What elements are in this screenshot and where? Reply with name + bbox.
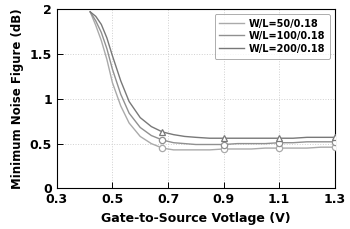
- W/L=100/0.18: [194, 143, 198, 146]
- W/L=50/0.18: [305, 147, 309, 150]
- W/L=100/0.18: [88, 11, 92, 13]
- W/L=100/0.18: [236, 142, 240, 145]
- W/L=100/0.18: [172, 141, 176, 144]
- W/L=200/0.18: [172, 133, 176, 136]
- W/L=100/0.18: [138, 126, 142, 129]
- W/L=200/0.18: [149, 125, 153, 128]
- W/L=200/0.18: [119, 79, 123, 82]
- W/L=50/0.18: [277, 147, 281, 150]
- W/L=50/0.18: [291, 147, 295, 150]
- W/L=100/0.18: [183, 142, 187, 145]
- W/L=100/0.18: [94, 19, 98, 22]
- W/L=200/0.18: [127, 100, 131, 103]
- W/L=200/0.18: [99, 23, 103, 26]
- W/L=100/0.18: [319, 140, 323, 143]
- W/L=100/0.18: [149, 134, 153, 137]
- W/L=200/0.18: [222, 137, 226, 140]
- W/L=50/0.18: [138, 135, 142, 138]
- W/L=100/0.18: [127, 112, 131, 114]
- W/L=50/0.18: [99, 39, 103, 42]
- W/L=100/0.18: [222, 143, 226, 146]
- W/L=100/0.18: [291, 141, 295, 144]
- W/L=100/0.18: [263, 142, 267, 145]
- W/L=50/0.18: [119, 105, 123, 107]
- W/L=200/0.18: [138, 116, 142, 119]
- W/L=50/0.18: [208, 148, 212, 151]
- W/L=200/0.18: [110, 55, 114, 57]
- W/L=100/0.18: [305, 140, 309, 143]
- W/L=50/0.18: [94, 24, 98, 27]
- W/L=50/0.18: [194, 148, 198, 151]
- W/L=200/0.18: [249, 137, 253, 140]
- W/L=50/0.18: [110, 81, 114, 84]
- W/L=200/0.18: [305, 136, 309, 139]
- W/L=50/0.18: [127, 122, 131, 124]
- W/L=50/0.18: [172, 148, 176, 151]
- W/L=100/0.18: [332, 140, 337, 143]
- W/L=50/0.18: [149, 142, 153, 145]
- W/L=50/0.18: [222, 148, 226, 150]
- Line: W/L=100/0.18: W/L=100/0.18: [90, 12, 335, 144]
- W/L=200/0.18: [160, 131, 164, 133]
- Y-axis label: Minimum Noise Figure (dB): Minimum Noise Figure (dB): [11, 8, 24, 189]
- W/L=200/0.18: [88, 11, 92, 13]
- W/L=100/0.18: [277, 141, 281, 144]
- W/L=200/0.18: [194, 136, 198, 139]
- W/L=200/0.18: [94, 15, 98, 18]
- W/L=50/0.18: [332, 146, 337, 149]
- W/L=100/0.18: [249, 142, 253, 145]
- W/L=100/0.18: [208, 143, 212, 146]
- W/L=200/0.18: [291, 137, 295, 140]
- W/L=50/0.18: [88, 11, 92, 13]
- W/L=200/0.18: [277, 137, 281, 140]
- W/L=200/0.18: [183, 135, 187, 138]
- W/L=50/0.18: [183, 148, 187, 151]
- Line: W/L=50/0.18: W/L=50/0.18: [90, 12, 335, 150]
- W/L=50/0.18: [105, 58, 109, 61]
- W/L=100/0.18: [110, 68, 114, 71]
- W/L=200/0.18: [208, 137, 212, 140]
- X-axis label: Gate-to-Source Votlage (V): Gate-to-Source Votlage (V): [101, 212, 290, 225]
- W/L=200/0.18: [332, 136, 337, 139]
- Legend: W/L=50/0.18, W/L=100/0.18, W/L=200/0.18: W/L=50/0.18, W/L=100/0.18, W/L=200/0.18: [215, 14, 330, 59]
- W/L=200/0.18: [263, 137, 267, 140]
- W/L=100/0.18: [99, 31, 103, 34]
- W/L=200/0.18: [236, 137, 240, 140]
- W/L=50/0.18: [249, 148, 253, 150]
- W/L=50/0.18: [236, 148, 240, 150]
- W/L=100/0.18: [119, 93, 123, 96]
- W/L=50/0.18: [263, 147, 267, 150]
- W/L=200/0.18: [105, 36, 109, 39]
- W/L=100/0.18: [160, 139, 164, 141]
- W/L=100/0.18: [105, 47, 109, 50]
- Line: W/L=200/0.18: W/L=200/0.18: [90, 12, 335, 138]
- W/L=50/0.18: [160, 147, 164, 150]
- W/L=50/0.18: [319, 146, 323, 149]
- W/L=200/0.18: [319, 136, 323, 139]
